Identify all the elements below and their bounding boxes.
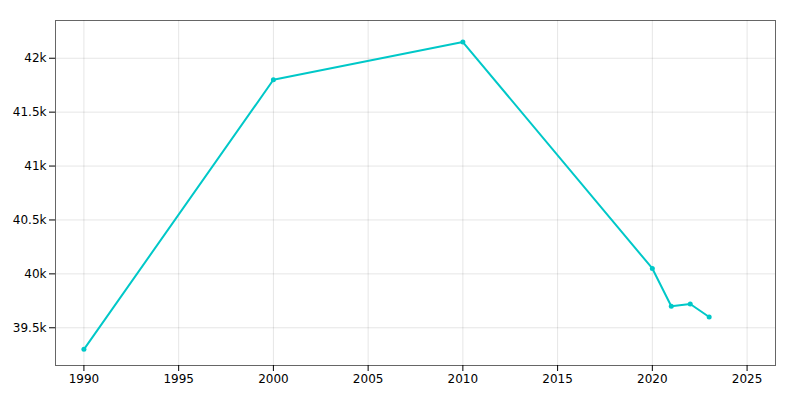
svg-text:1990: 1990 <box>69 372 100 386</box>
svg-text:41k: 41k <box>24 159 46 173</box>
svg-text:39.5k: 39.5k <box>13 321 47 335</box>
svg-text:42k: 42k <box>24 51 46 65</box>
svg-text:1995: 1995 <box>163 372 194 386</box>
svg-text:2005: 2005 <box>353 372 384 386</box>
svg-text:2015: 2015 <box>542 372 573 386</box>
svg-text:40k: 40k <box>24 267 46 281</box>
svg-text:40.5k: 40.5k <box>13 213 47 227</box>
svg-text:2000: 2000 <box>258 372 289 386</box>
svg-text:2025: 2025 <box>732 372 763 386</box>
svg-text:41.5k: 41.5k <box>13 105 47 119</box>
svg-text:2010: 2010 <box>448 372 479 386</box>
svg-text:2020: 2020 <box>637 372 668 386</box>
